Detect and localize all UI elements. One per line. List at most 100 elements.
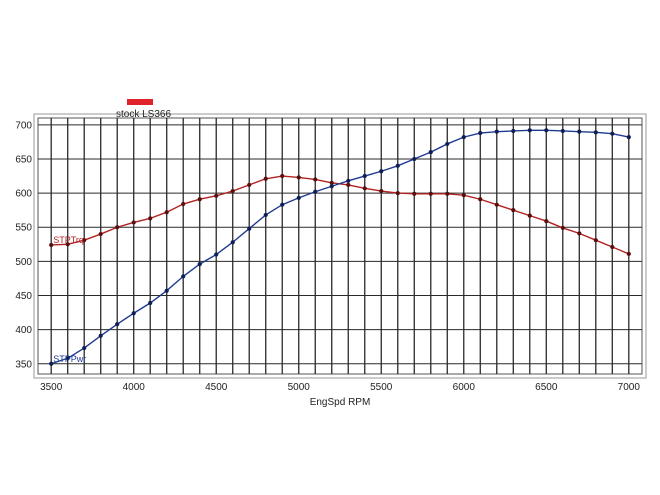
data-point [280, 202, 285, 207]
data-point [247, 182, 252, 188]
data-point [296, 175, 301, 180]
data-point [445, 191, 450, 196]
data-point [478, 197, 483, 202]
data-point [214, 252, 219, 257]
y-tick-label: 500 [15, 257, 32, 268]
y-tick-label: 650 [15, 154, 32, 165]
y-tick-label: 550 [15, 223, 32, 234]
data-point [263, 176, 268, 181]
data-point [527, 128, 532, 133]
data-point [164, 288, 169, 293]
data-point [395, 190, 400, 196]
data-point [230, 188, 235, 194]
legend-swatch-stock-ls366 [127, 99, 153, 105]
data-point [98, 231, 103, 237]
x-axis-ticks: 3500 4000 4500 5000 5500 6000 6500 7000 [40, 382, 640, 393]
data-point [461, 135, 466, 140]
x-tick-label: 5500 [370, 382, 393, 393]
data-point [82, 345, 87, 351]
data-point [197, 197, 202, 202]
data-point [478, 130, 483, 136]
plot-frame [33, 113, 647, 379]
data-point [626, 135, 631, 140]
legend: stock LS366 [116, 99, 171, 120]
data-point [577, 129, 582, 134]
data-point [346, 182, 351, 188]
plot-frame-inner [37, 117, 643, 375]
data-point [115, 322, 120, 327]
legend-label-stock-ls366: stock LS366 [116, 109, 171, 120]
x-tick-label: 6000 [453, 382, 476, 393]
data-point [593, 130, 598, 135]
y-axis-ticks: 350 400 450 500 550 600 650 700 [15, 120, 32, 370]
data-point [626, 251, 631, 256]
series-label-stppwr: STPPwr [53, 354, 86, 364]
data-point [148, 216, 153, 221]
y-tick-label: 400 [15, 325, 32, 336]
series-stppwr: STPPwr [49, 128, 631, 366]
data-point [379, 169, 384, 174]
series-layer: STPTrq STPPwr [49, 128, 631, 366]
data-point [379, 188, 384, 194]
series-stptrq: STPTrq [49, 173, 631, 256]
data-point [148, 300, 153, 306]
data-point [593, 238, 598, 243]
x-tick-label: 6500 [535, 382, 558, 393]
data-point [115, 225, 120, 230]
data-point [329, 180, 334, 185]
data-point [247, 226, 252, 231]
data-point [82, 238, 87, 243]
data-point [560, 128, 565, 134]
data-point [544, 128, 549, 133]
data-point [544, 218, 549, 224]
data-point [197, 261, 202, 267]
data-point [412, 191, 417, 196]
data-point [610, 131, 615, 136]
series-label-stptrq: STPTrq [53, 235, 84, 245]
data-point [577, 231, 582, 236]
data-point [98, 333, 103, 338]
data-point [494, 129, 499, 134]
data-point [230, 240, 235, 245]
y-tick-label: 450 [15, 291, 32, 302]
data-point [131, 311, 136, 316]
data-point [313, 177, 318, 182]
data-point [461, 193, 466, 198]
data-point [280, 173, 285, 179]
x-tick-label: 3500 [40, 382, 63, 393]
data-point [527, 213, 532, 218]
data-point [428, 150, 433, 155]
data-point [263, 212, 268, 218]
data-point [346, 178, 351, 183]
data-point [428, 191, 433, 196]
data-point [181, 274, 186, 279]
data-point [362, 173, 367, 179]
y-tick-label: 600 [15, 189, 32, 200]
data-point [412, 156, 417, 162]
data-point [494, 202, 499, 207]
x-tick-label: 4500 [205, 382, 228, 393]
series-line-stppwr [50, 129, 629, 365]
data-point [362, 186, 367, 191]
x-tick-label: 7000 [618, 382, 641, 393]
data-point [511, 128, 516, 134]
data-point [164, 210, 169, 215]
data-point [511, 208, 516, 213]
data-point [329, 184, 334, 189]
data-point [313, 189, 318, 194]
data-point [181, 201, 186, 207]
data-point [610, 244, 615, 250]
data-point [560, 225, 565, 231]
data-point [445, 141, 450, 147]
data-point [395, 163, 400, 168]
data-point [131, 220, 136, 225]
data-point [65, 242, 70, 247]
y-tick-label: 700 [15, 120, 32, 131]
x-tick-label: 4000 [123, 382, 146, 393]
data-point [49, 361, 54, 366]
data-point [214, 193, 219, 198]
y-tick-label: 350 [15, 359, 32, 370]
x-axis-title: EngSpd RPM [310, 397, 371, 408]
data-point [296, 195, 301, 200]
